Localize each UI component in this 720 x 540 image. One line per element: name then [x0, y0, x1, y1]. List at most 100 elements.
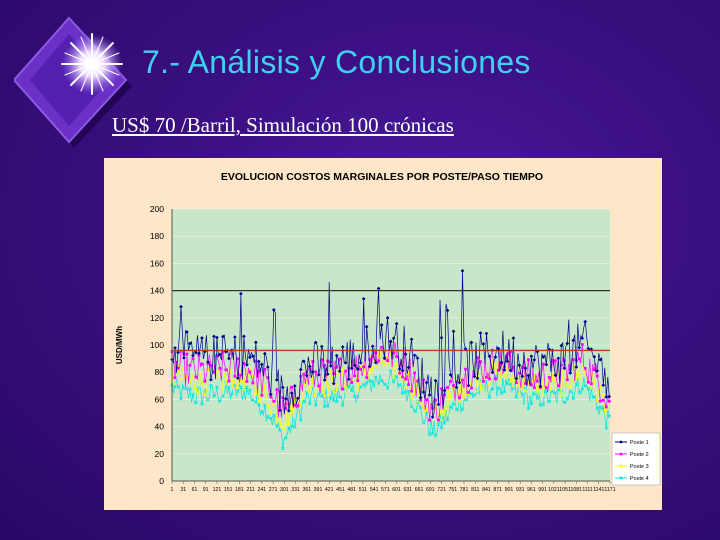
series-4-point	[260, 409, 264, 414]
series-4-point	[430, 431, 435, 436]
series-4-point	[349, 389, 354, 393]
series-4-point	[406, 389, 411, 393]
series-2-point	[281, 396, 285, 400]
x-tick-label-25: 751	[448, 487, 457, 493]
x-tick-label-22: 661	[415, 487, 424, 493]
series-2-point	[458, 396, 461, 400]
slide-title: 7.- Análisis y Conclusiones	[142, 44, 531, 80]
series-4-point	[502, 390, 507, 394]
series-3-point	[457, 399, 462, 403]
y-tick-label-2: 40	[155, 422, 165, 432]
series-1-point	[472, 374, 477, 379]
series-1-point	[200, 336, 204, 340]
series-2-point	[188, 363, 192, 367]
x-tick-label-31: 931	[516, 487, 525, 493]
series-3-point	[323, 393, 327, 398]
series-4-point	[367, 378, 372, 383]
series-3-point	[481, 385, 486, 389]
series-1-point	[185, 330, 189, 334]
series-4-point	[388, 369, 393, 373]
series-2-point	[353, 374, 357, 378]
x-tick-label-4: 121	[213, 487, 222, 493]
series-2-point	[592, 368, 596, 372]
series-1-point	[179, 304, 183, 309]
x-tick-label-15: 451	[336, 487, 345, 493]
series-3-point	[559, 393, 564, 397]
series-2-point	[476, 356, 479, 359]
series-2-point	[230, 352, 234, 356]
series-3-point	[373, 364, 378, 368]
series-2-point	[347, 366, 351, 370]
series-1-point	[436, 402, 441, 407]
series-4-point	[556, 388, 561, 392]
series-2-point	[302, 372, 306, 376]
series-4-point	[391, 380, 396, 384]
series-1-point	[418, 395, 423, 400]
series-2-point	[440, 387, 443, 391]
series-4-point	[520, 392, 525, 396]
series-4-point	[463, 398, 468, 402]
x-tick-label-5: 151	[224, 487, 233, 493]
series-1-point	[206, 360, 210, 364]
series-2-point	[532, 386, 536, 389]
series-3-point	[595, 398, 599, 403]
series-2-point	[565, 378, 569, 382]
series-2-point	[523, 382, 527, 385]
series-1-point	[236, 376, 240, 380]
series-4-point	[281, 446, 285, 451]
series-3-point	[505, 365, 510, 369]
series-1-point	[544, 362, 549, 367]
series-4-point	[532, 392, 537, 396]
series-3-point	[460, 394, 465, 398]
series-1-point	[268, 392, 273, 397]
series-1-point	[394, 321, 399, 326]
series-3-point	[266, 402, 270, 406]
series-1-point	[451, 329, 456, 334]
reference-lines	[172, 289, 610, 352]
series-2-point	[245, 380, 249, 383]
series-2-point	[392, 351, 396, 355]
series-2-point	[317, 384, 321, 388]
y-tick-label-6: 120	[150, 313, 164, 323]
x-tick-label-27: 811	[471, 487, 479, 493]
series-1-point	[239, 291, 243, 296]
series-3-point	[568, 384, 573, 388]
series-1-point	[313, 340, 318, 345]
y-tick-label-4: 80	[155, 367, 165, 377]
series-3-point	[589, 386, 593, 390]
series-4-point	[334, 399, 339, 404]
series-2-point	[224, 368, 228, 372]
series-1-point	[274, 378, 279, 382]
series-3-point	[344, 389, 348, 393]
series-4-point	[439, 426, 444, 430]
series-2-point	[488, 377, 491, 381]
series-2-point	[479, 360, 482, 364]
series-3-point	[412, 392, 417, 396]
series-2-point	[221, 350, 225, 354]
series-2-point	[419, 398, 422, 402]
series-1-point	[421, 390, 426, 394]
series-2-point	[547, 376, 551, 379]
series-2-point	[185, 352, 189, 356]
series-4-point	[583, 384, 588, 388]
series-2-point	[377, 359, 381, 363]
series-2-point	[544, 386, 548, 389]
x-tick-label-37: 1111	[582, 487, 592, 493]
x-tick-label-38: 1141	[593, 487, 604, 493]
series-2-point	[428, 418, 431, 422]
series-3-point	[409, 395, 414, 399]
series-2-point	[296, 404, 300, 408]
series-4-point	[571, 396, 576, 401]
series-2-point	[242, 361, 246, 365]
series-1-point	[433, 378, 438, 383]
x-tick-label-12: 361	[302, 487, 311, 493]
series-1-point	[221, 334, 225, 339]
series-2-point	[553, 359, 557, 363]
series-1-point	[233, 335, 237, 339]
series-1-point	[295, 396, 300, 401]
series-4-point	[346, 385, 351, 389]
series-2-point	[461, 378, 464, 382]
x-tick-label-30: 901	[505, 487, 514, 493]
series-1-point	[400, 368, 405, 373]
series-1-point	[406, 365, 411, 370]
